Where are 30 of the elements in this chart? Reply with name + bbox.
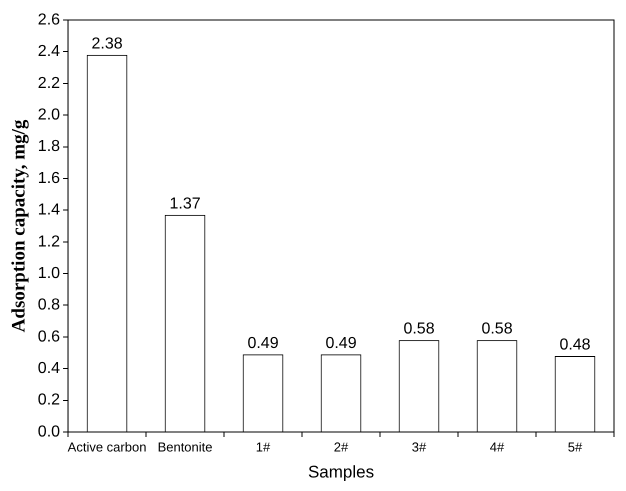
data-label: 0.58 xyxy=(403,320,435,338)
data-label: 0.49 xyxy=(247,334,279,352)
data-label: 0.49 xyxy=(325,334,357,352)
y-tick-label: 2.4 xyxy=(38,43,60,60)
data-label: 0.48 xyxy=(559,336,591,354)
y-tick-label: 2.6 xyxy=(38,11,60,28)
data-label: 2.38 xyxy=(91,35,123,52)
y-tick-label: 0.8 xyxy=(38,296,60,314)
x-tick-label: Bentonite xyxy=(158,439,212,454)
y-tick-label: 0.4 xyxy=(38,360,60,378)
y-tick-label: 2.2 xyxy=(38,74,60,92)
y-tick-label: 1.2 xyxy=(38,233,60,250)
y-tick-label: 0.0 xyxy=(38,423,60,440)
data-label: 1.37 xyxy=(169,195,201,212)
y-axis-title: Adsorption capacity, mg/g xyxy=(8,119,30,332)
x-tick-label: Active carbon xyxy=(68,439,146,454)
y-tick-label: 1.0 xyxy=(38,264,60,282)
y-tick-label: 1.6 xyxy=(38,170,60,187)
x-tick-label: 3# xyxy=(412,439,428,454)
y-tick-label: 2.0 xyxy=(38,106,60,124)
y-tick-label: 0.2 xyxy=(38,392,60,409)
x-tick-label: 2# xyxy=(334,439,350,454)
x-axis-title: Samples xyxy=(308,462,374,482)
data-label: 0.58 xyxy=(481,320,513,338)
y-tick-label: 0.6 xyxy=(38,328,60,346)
y-tick-label: 1.8 xyxy=(38,138,60,156)
x-tick-label: 5# xyxy=(568,439,583,454)
x-tick-label: 4# xyxy=(490,439,506,454)
y-tick-label: 1.4 xyxy=(38,202,60,219)
x-tick-label: 1# xyxy=(256,439,272,454)
